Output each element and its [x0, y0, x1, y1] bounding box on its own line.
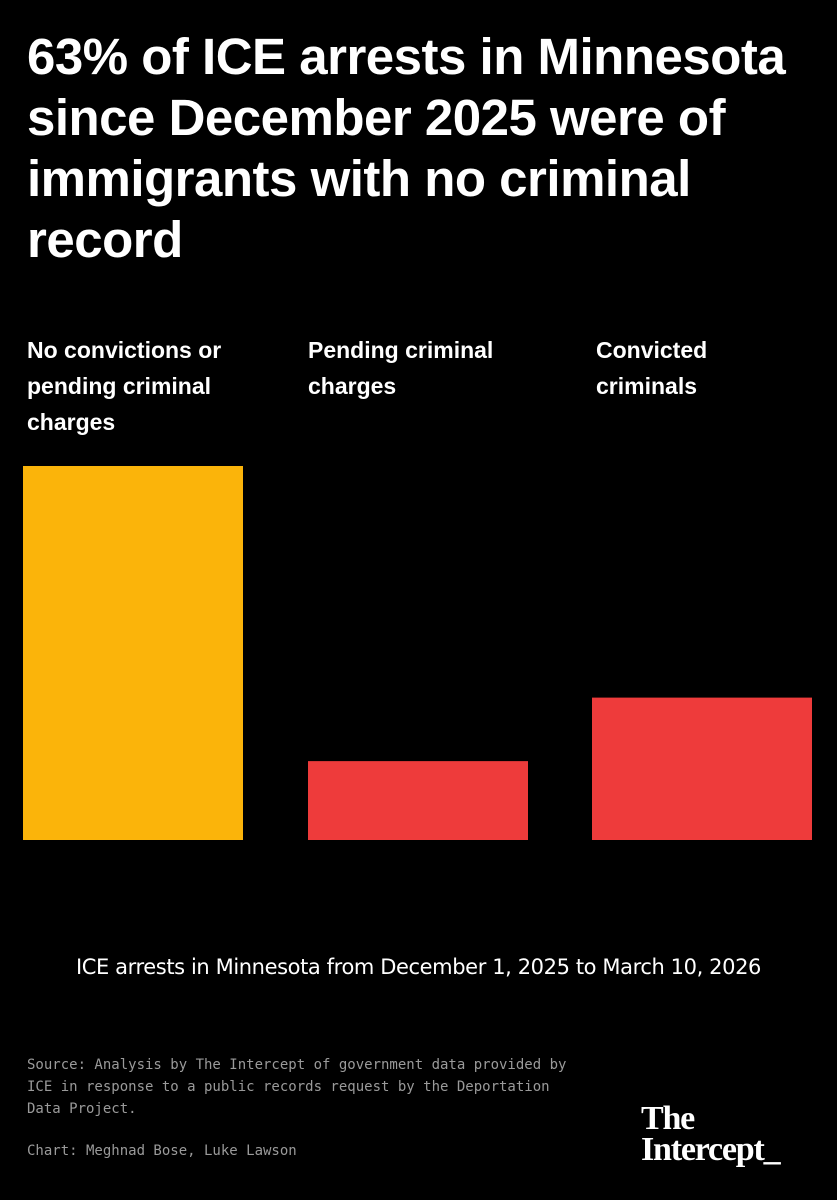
source-note: Source: Analysis by The Intercept of gov…	[27, 1057, 567, 1117]
logo-line-1: The	[641, 1100, 695, 1137]
bar-3	[592, 697, 812, 840]
bar-chart: 2,532534964	[23, 466, 812, 860]
the-intercept-logo: The Intercept_	[641, 1100, 781, 1168]
bar-2	[308, 761, 528, 840]
logo-underscore-mark: _	[763, 1131, 781, 1168]
category-label-convicted: Convicted criminals	[596, 337, 708, 399]
category-label-no-record: No convictions or pending criminal charg…	[27, 337, 222, 435]
bar-1	[23, 466, 243, 840]
logo-line-2: Intercept	[641, 1131, 765, 1168]
value-label-3: 964	[677, 857, 727, 860]
chart-credit: Chart: Meghnad Bose, Luke Lawson	[27, 1143, 297, 1159]
chart-title: 63% of ICE arrests in Minnesota since De…	[27, 28, 786, 268]
category-label-pending-charges: Pending criminal charges	[308, 337, 494, 399]
x-axis-caption: ICE arrests in Minnesota from December 1…	[75, 955, 761, 979]
